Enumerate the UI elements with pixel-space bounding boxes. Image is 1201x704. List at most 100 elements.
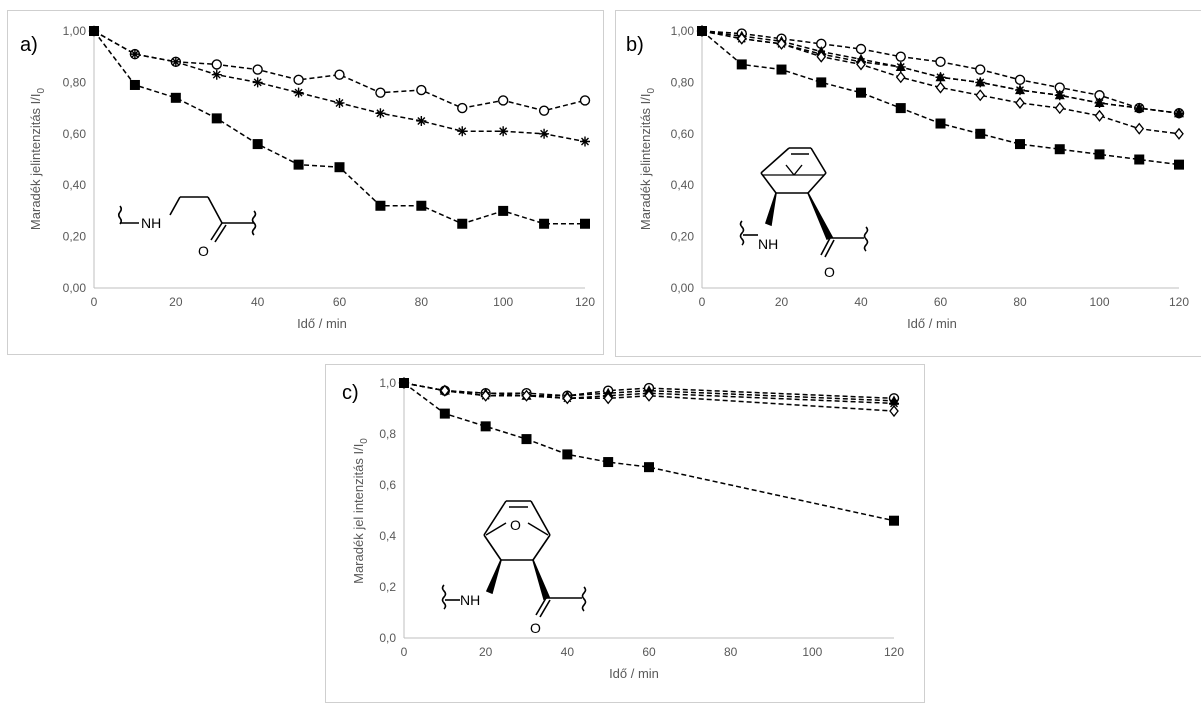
data-point-a-filled-square-10: [498, 205, 509, 216]
data-point-a-asterisk-11: [539, 128, 550, 139]
data-point-c-filled-square-7: [889, 515, 899, 526]
bond-c-co2: [539, 599, 551, 618]
data-point-b-open-diamond-9: [1054, 102, 1065, 115]
data-point-b-asterisk-11: [1134, 103, 1145, 114]
molecule-structure-b: [739, 147, 869, 258]
bond-b-apex: [785, 164, 803, 176]
data-point-a-filled-square-12: [580, 218, 590, 229]
y-tick-label-a-0: 0,00: [63, 281, 87, 295]
data-point-a-filled-square-0: [89, 26, 99, 36]
data-point-b-filled-square-3: [816, 77, 827, 88]
data-point-c-filled-square-3: [521, 434, 532, 445]
x-tick-label-c-4: 80: [724, 645, 738, 659]
panel-label-b: b): [626, 34, 644, 56]
bond-c-bridge2: [527, 522, 549, 536]
x-tick-label-b-2: 40: [854, 295, 868, 309]
x-tick-label-b-0: 0: [699, 295, 706, 309]
data-point-a-asterisk-1: [129, 49, 140, 60]
data-point-b-open-diamond-2: [776, 37, 787, 50]
data-point-c-open-diamond-5: [603, 392, 613, 405]
data-point-b-open-circle-4: [855, 43, 867, 55]
bond-b-1: [760, 172, 777, 194]
bond-b-4: [810, 147, 827, 174]
bond-c-co1: [535, 597, 547, 616]
data-point-a-open-circle-10: [497, 95, 509, 106]
data-point-a-asterisk-9: [457, 126, 468, 137]
data-point-a-open-circle-4: [252, 64, 263, 75]
x-tick-label-c-0: 0: [401, 645, 408, 659]
x-tick-label-c-2: 40: [561, 645, 575, 659]
data-point-b-asterisk-10: [1094, 97, 1105, 108]
molecule-structure-a: [117, 196, 257, 243]
data-point-c-asterisk-7: [889, 398, 899, 409]
data-point-b-open-diamond-5: [895, 71, 906, 84]
data-point-c-open-diamond-7: [889, 405, 899, 418]
wavy-bond-left-c: [441, 584, 447, 610]
molecule-structure-c: [441, 500, 587, 618]
x-tick-label-c-6: 120: [884, 645, 904, 659]
data-point-a-filled-square-9: [457, 218, 468, 229]
bond-c-bridge1: [485, 522, 507, 536]
y-tick-label-c-1: 0,2: [379, 580, 396, 594]
data-point-b-open-diamond-6: [935, 81, 946, 94]
chart-c-svg: c) 0,0 0,2 0,4 0,6 0,8 1,0 0 20 40 60 80 100 120 Idő …: [342, 376, 904, 681]
bond-b-co1: [820, 237, 831, 256]
data-point-a-open-circle-12: [579, 95, 591, 106]
data-point-b-asterisk-7: [975, 77, 986, 88]
data-point-b-asterisk-5: [895, 61, 906, 72]
wedge-c-1: [485, 559, 502, 595]
bridge-o-label-c: O: [510, 517, 521, 533]
x-tick-label-b-4: 80: [1013, 295, 1027, 309]
data-point-c-open-diamond-4: [562, 392, 573, 405]
data-point-b-open-circle-6: [935, 56, 946, 68]
data-point-b-open-diamond-4: [856, 58, 866, 71]
data-point-b-filled-square-2: [776, 64, 787, 75]
bond-a-co2: [214, 224, 227, 243]
data-point-a-filled-square-4: [252, 139, 263, 150]
wedge-b-1: [765, 192, 777, 227]
y-tick-label-b-4: 0,80: [671, 75, 695, 89]
data-point-a-asterisk-3: [211, 69, 222, 80]
chart-b-svg: b) 0,00 0,20 0,40 0,60 0,80 1,00 0 20 40 60 80 100 1…: [626, 24, 1189, 331]
data-point-c-filled-square-5: [603, 457, 614, 468]
x-tick-label-c-3: 60: [642, 645, 656, 659]
data-point-b-asterisk-8: [1015, 85, 1025, 96]
nh-label-a: NH: [141, 215, 161, 231]
series-line-c-open-diamond: [403, 382, 895, 412]
data-point-b-asterisk-6: [935, 72, 946, 83]
series-line-a-asterisk: [93, 30, 586, 143]
wavy-bond-left-b: [739, 220, 745, 246]
y-tick-label-c-4: 0,8: [379, 427, 396, 441]
x-tick-label-b-1: 20: [775, 295, 789, 309]
y-tick-label-c-2: 0,4: [379, 529, 396, 543]
data-point-a-open-circle-7: [375, 87, 386, 98]
bond-b-5: [807, 172, 827, 194]
bond-c-2: [483, 500, 507, 536]
data-point-b-open-diamond-3: [816, 50, 827, 63]
x-tick-label-a-0: 0: [91, 295, 98, 309]
y-tick-label-a-1: 0,20: [63, 230, 87, 244]
data-point-b-filled-square-12: [1174, 159, 1184, 170]
y-tick-label-c-0: 0,0: [379, 631, 396, 645]
x-tick-label-c-1: 20: [479, 645, 493, 659]
data-point-b-open-circle-8: [1014, 74, 1026, 86]
x-axis-title-b: Idő / min: [907, 316, 957, 331]
data-point-a-open-circle-6: [334, 69, 345, 80]
panel-label-a: a): [20, 34, 38, 56]
wedge-b-2: [807, 192, 834, 241]
o-label-a: O: [198, 243, 209, 259]
data-point-c-filled-square-6: [644, 462, 654, 473]
data-point-a-filled-square-7: [375, 200, 386, 211]
bond-c-5: [532, 534, 551, 561]
bond-b-co2: [824, 239, 835, 258]
data-point-c-open-diamond-3: [521, 389, 532, 402]
bond-a-co1: [210, 222, 223, 241]
x-tick-label-b-6: 120: [1169, 295, 1189, 309]
data-point-a-asterisk-2: [170, 56, 181, 67]
o-label-c: O: [530, 620, 541, 636]
nh-label-b: NH: [758, 236, 778, 252]
data-point-a-open-circle-8: [416, 84, 427, 96]
bond-c-4: [530, 500, 551, 536]
data-point-a-open-circle-9: [457, 102, 468, 114]
y-axis-title-a: Maradék jelintenzitás I/I0: [28, 87, 47, 230]
